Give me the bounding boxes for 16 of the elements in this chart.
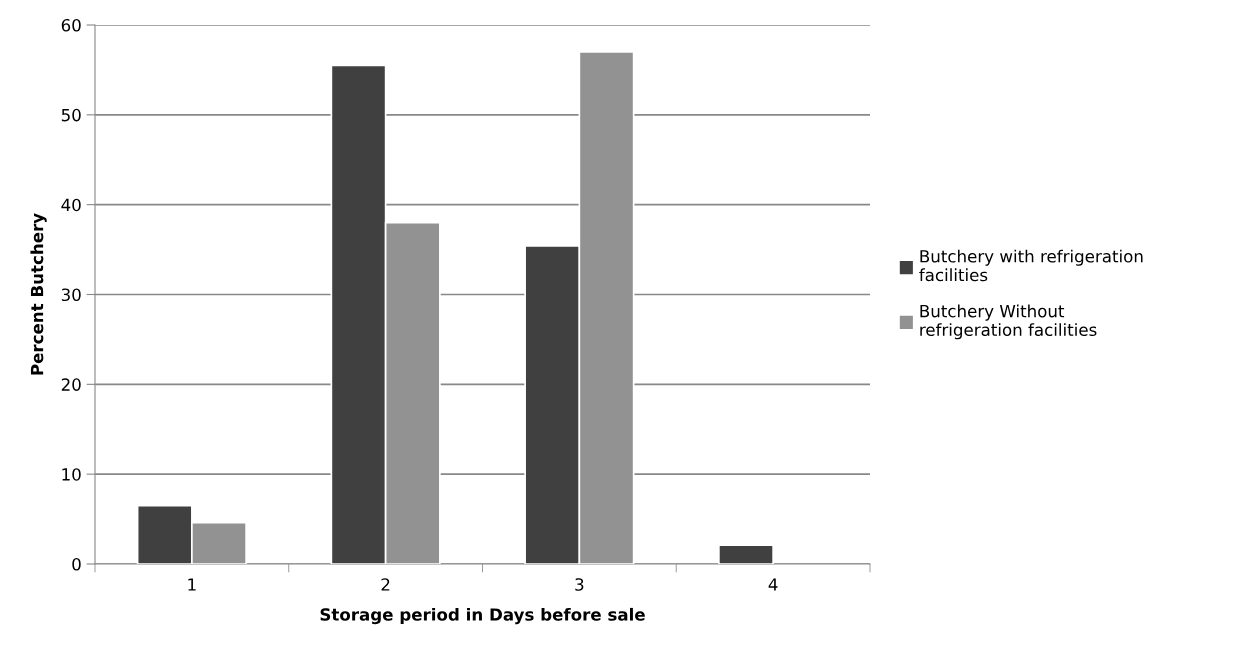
x-tick-label: 3: [575, 578, 584, 591]
legend-label: Butchery with refrigeration facilities: [919, 249, 1143, 282]
y-tick-label: 10: [62, 468, 81, 481]
y-tick-label: 0: [72, 557, 81, 571]
x-tick-label: 4: [768, 578, 778, 591]
y-tick-label: 20: [61, 378, 81, 391]
bar: [718, 544, 774, 564]
legend-label: Butchery Without refrigeration facilities: [920, 304, 1097, 340]
x-tick-label: 2: [381, 578, 390, 591]
x-tick-label: 1: [188, 578, 196, 591]
y-tick-label: 60: [61, 18, 81, 32]
y-tick-label: 40: [61, 198, 81, 212]
x-axis-title: Storage period in Days before sale: [320, 607, 645, 625]
y-tick-label: 50: [61, 108, 81, 122]
y-tick-label: 30: [61, 288, 81, 302]
y-axis-title: Percent Butchery: [30, 213, 47, 375]
